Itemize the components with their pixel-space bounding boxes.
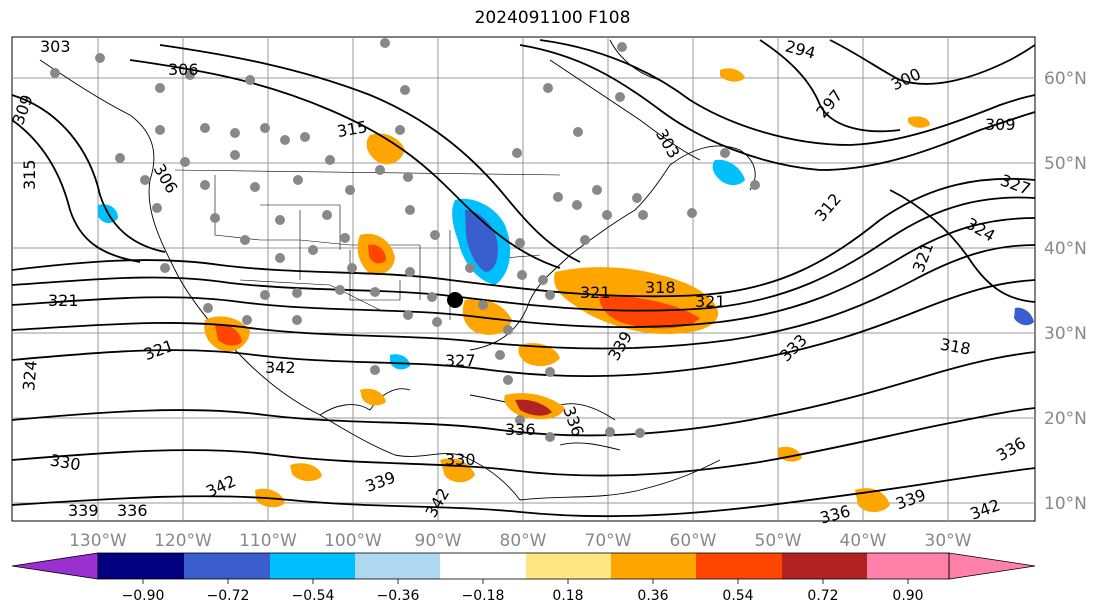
chart-title: 2024091100 F108 [474, 8, 631, 28]
colorbar-max-extend [948, 552, 1036, 580]
contours [11, 39, 1036, 518]
colorbar-bin [98, 553, 184, 579]
colorbar-bin [782, 553, 867, 579]
contour-label: 318 [645, 278, 676, 297]
lon-label: 50°W [755, 531, 802, 551]
contour-label: 336 [117, 501, 148, 520]
colorbar-bin [696, 553, 782, 579]
lat-label: 10°N [1044, 494, 1087, 514]
contour-label: 324 [19, 360, 41, 392]
station-dots [50, 38, 760, 442]
contour-label: 309 [985, 115, 1016, 134]
shading [98, 68, 1034, 513]
contour-label: 327 [445, 351, 476, 370]
contour-label: 321 [48, 291, 79, 310]
lon-label: 30°W [925, 531, 972, 551]
lon-label: 40°W [840, 531, 887, 551]
colorbar: −0.90 −0.72 −0.54 −0.36 −0.18 0.18 0.36 … [11, 552, 1036, 604]
colorbar-bin [184, 553, 270, 579]
storm-center-marker [447, 292, 463, 308]
longitude-labels: 130°W 120°W 110°W 100°W 90°W 80°W 70°W 6… [69, 531, 972, 551]
contour-label: 321 [580, 283, 611, 302]
colorbar-tick: 0.54 [722, 588, 753, 604]
lon-label: 80°W [500, 531, 547, 551]
lon-label: 110°W [239, 531, 297, 551]
colorbar-tick: 0.72 [807, 588, 838, 604]
contour-label: 342 [265, 358, 296, 377]
contour-label: 321 [695, 292, 726, 311]
colorbar-bin [611, 553, 696, 579]
colorbar-bin [526, 553, 611, 579]
contour-label: 336 [505, 420, 536, 439]
colorbar-tick: 0.36 [637, 588, 668, 604]
lon-label: 130°W [69, 531, 127, 551]
lon-label: 100°W [324, 531, 382, 551]
colorbar-tick: −0.54 [292, 588, 335, 604]
colorbar-tick: −0.36 [377, 588, 420, 604]
contour-label: 330 [445, 450, 476, 469]
colorbar-bin [355, 553, 440, 579]
colorbar-tick: −0.90 [122, 588, 165, 604]
colorbar-tick: −0.72 [207, 588, 250, 604]
colorbar-tick: 0.90 [892, 588, 923, 604]
colorbar-bin [867, 553, 949, 579]
colorbar-tick: 0.18 [552, 588, 583, 604]
lat-label: 20°N [1044, 409, 1087, 429]
lon-label: 90°W [415, 531, 462, 551]
lon-label: 60°W [670, 531, 717, 551]
colorbar-min-extend [11, 552, 99, 580]
lat-label: 50°N [1044, 154, 1087, 174]
latitude-labels: 60°N 50°N 40°N 30°N 20°N 10°N [1044, 69, 1087, 514]
contour-label: 339 [68, 501, 99, 520]
lat-label: 30°N [1044, 324, 1087, 344]
colorbar-bin [440, 553, 526, 579]
lon-label: 70°W [585, 531, 632, 551]
contour-label: 303 [40, 37, 71, 56]
lat-label: 40°N [1044, 239, 1087, 259]
colorbar-tick: −0.18 [462, 588, 505, 604]
colorbar-bin [270, 553, 355, 579]
contour-label: 306 [168, 60, 199, 79]
lat-label: 60°N [1044, 69, 1087, 89]
contour-label: 315 [20, 159, 39, 190]
lon-label: 120°W [154, 531, 212, 551]
